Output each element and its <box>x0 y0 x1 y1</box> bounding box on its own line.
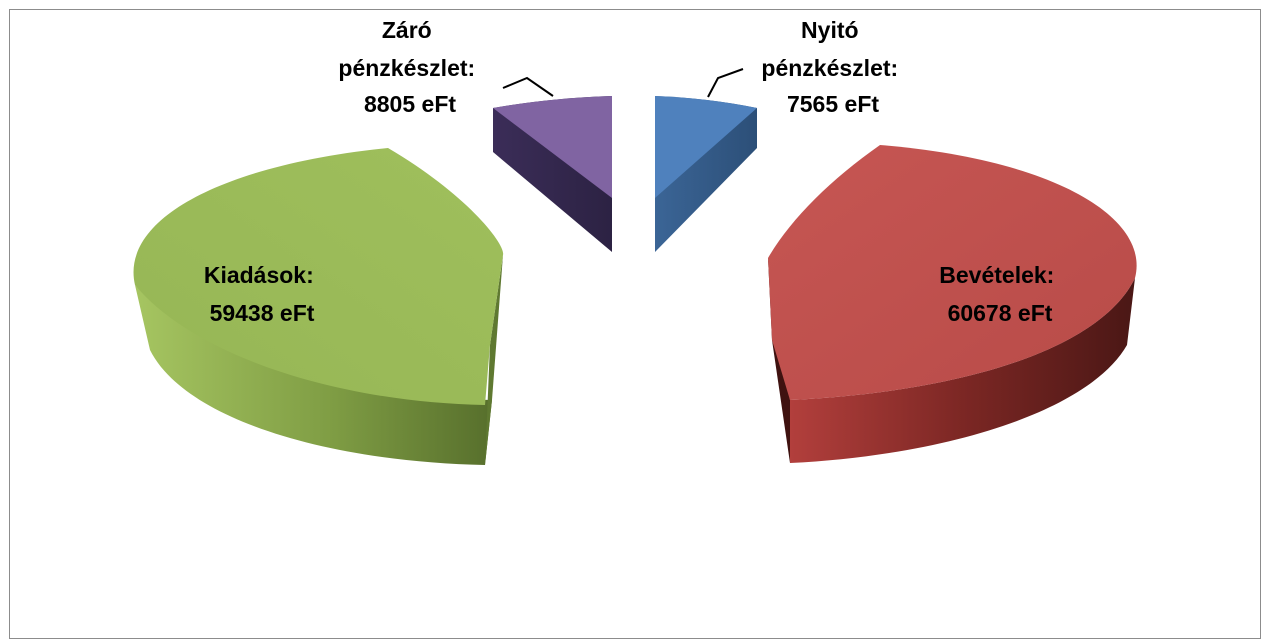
pie-slice-kiadasok <box>133 148 504 465</box>
data-label-bevetelek: Bevételek: 60678 eFt <box>939 262 1060 326</box>
leader-line-nyito <box>707 68 744 98</box>
pie-slice-zaro-penzkeszlet <box>493 96 612 252</box>
leader-line-zaro <box>502 76 554 97</box>
data-label-nyito-penzkeszlet: Nyitó pénzkészlet: 7565 eFt <box>761 17 904 117</box>
data-label-zaro-penzkeszlet: Záró pénzkészlet: 8805 eFt <box>338 17 481 117</box>
pie-slice-nyito-penzkeszlet <box>655 96 757 252</box>
pie-chart: Záró pénzkészlet: 8805 eFt Nyitó pénzkés… <box>133 17 1137 465</box>
pie-slice-bevetelek <box>768 145 1137 463</box>
data-label-kiadasok: Kiadások: 59438 eFt <box>204 262 320 326</box>
